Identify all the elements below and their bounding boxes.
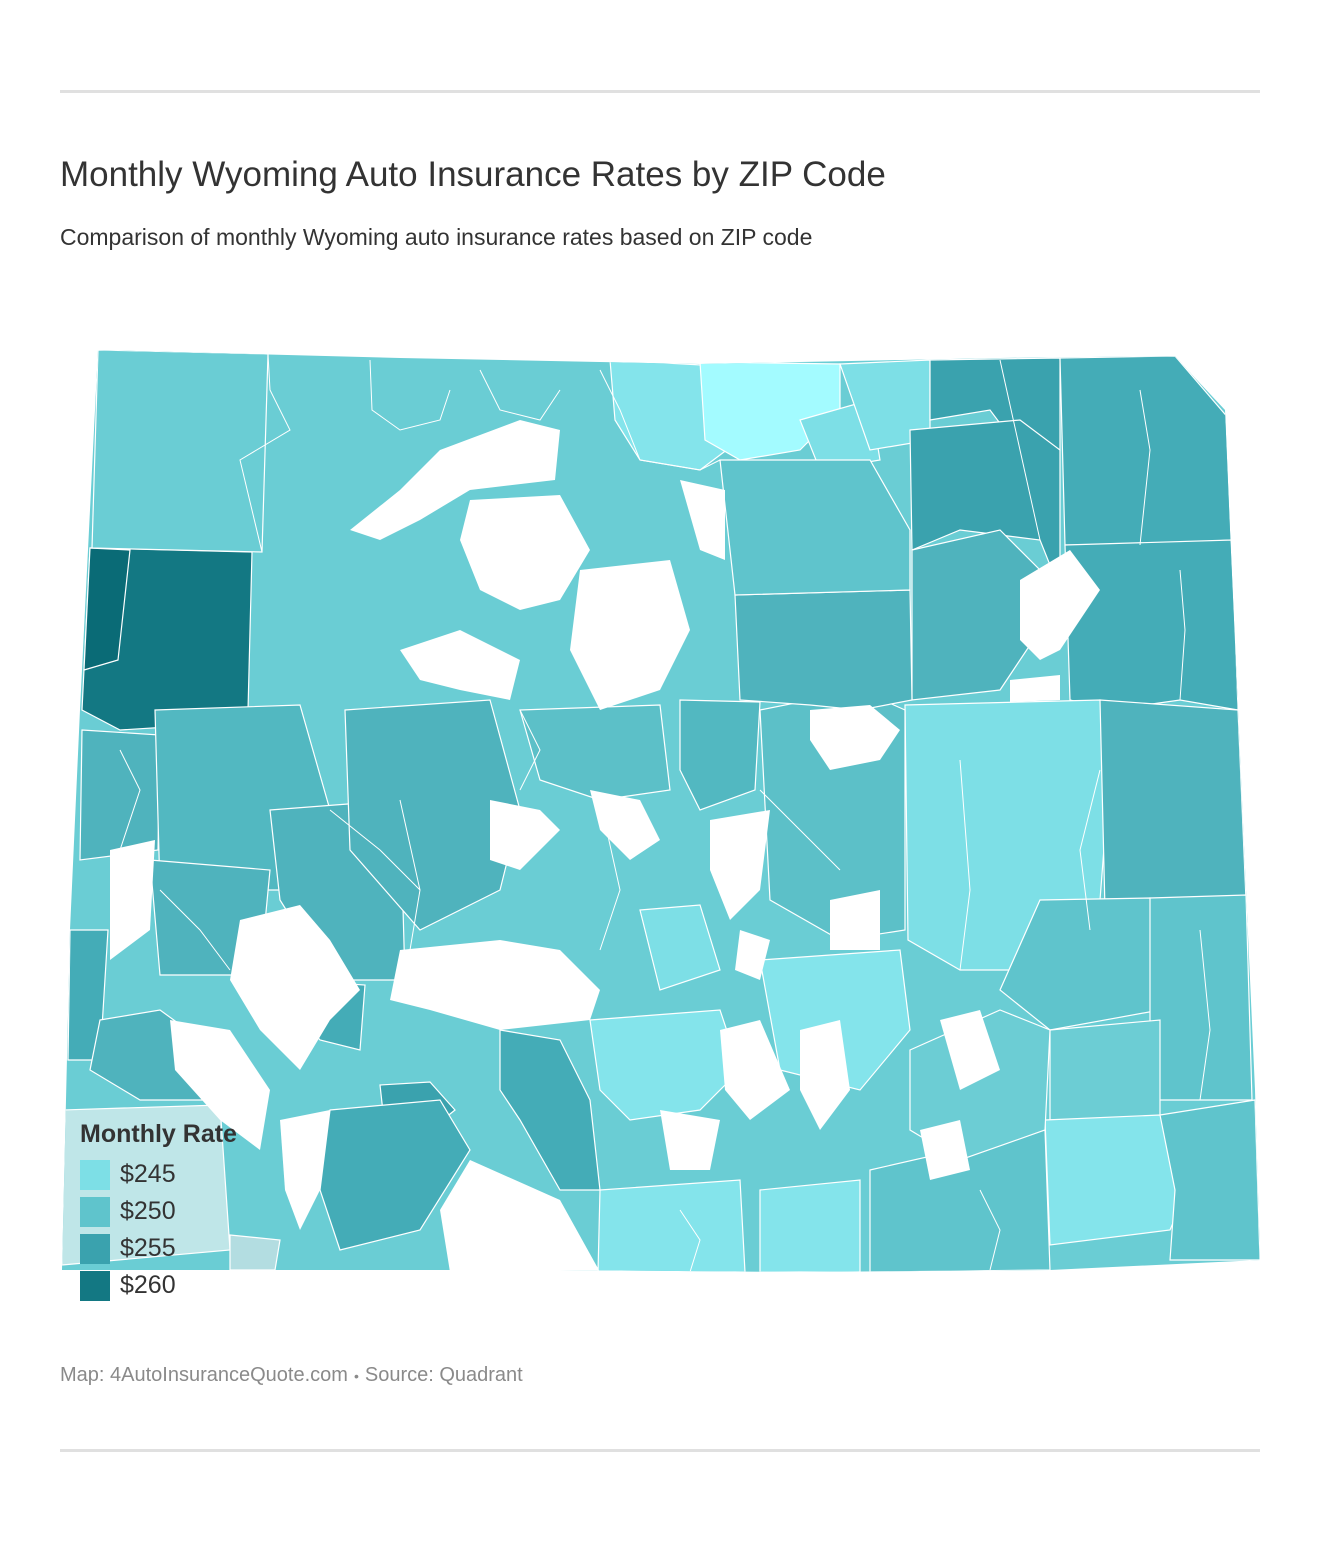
zip-region[interactable]: [597, 1179, 746, 1272]
zip-region[interactable]: [734, 589, 913, 711]
wyoming-zip-map[interactable]: [0, 330, 1320, 1290]
no-data-area: [280, 1110, 330, 1230]
source-credit: Source: Quadrant: [364, 1364, 523, 1386]
map-svg[interactable]: [0, 330, 1320, 1290]
no-data-area: [1010, 675, 1060, 702]
no-data-area: [230, 905, 360, 1070]
zip-region[interactable]: [1099, 699, 1247, 911]
no-data-area: [110, 840, 155, 960]
legend-title: Monthly Rate: [80, 1120, 237, 1148]
legend-item-250: $250: [80, 1193, 237, 1230]
no-data-area: [400, 630, 520, 700]
zip-region[interactable]: [91, 350, 269, 553]
no-data-area: [490, 800, 560, 870]
zip-region[interactable]: [909, 1009, 1051, 1161]
bottom-divider: [60, 1449, 1260, 1452]
no-data-area: [1020, 550, 1100, 660]
no-data-area: [390, 940, 600, 1030]
no-data-area: [830, 890, 880, 950]
zip-region[interactable]: [83, 547, 131, 671]
zip-region[interactable]: [519, 704, 671, 801]
no-data-area: [720, 1020, 790, 1120]
zip-region[interactable]: [1149, 894, 1253, 1101]
no-data-area: [460, 495, 590, 610]
no-data-area: [710, 810, 770, 920]
legend-label: $260: [120, 1271, 176, 1299]
zip-region[interactable]: [1059, 355, 1233, 546]
legend-label: $250: [120, 1197, 176, 1225]
zip-region[interactable]: [1049, 1019, 1161, 1121]
zip-region[interactable]: [499, 1029, 601, 1191]
legend-swatch: [80, 1159, 110, 1190]
zip-region[interactable]: [229, 1234, 281, 1271]
no-data-area: [940, 1010, 1000, 1090]
top-divider: [60, 90, 1260, 93]
legend-swatch: [80, 1233, 110, 1264]
no-data-area: [350, 420, 560, 540]
no-data-area: [570, 560, 690, 710]
legend-label: $255: [120, 1234, 176, 1262]
no-data-area: [440, 1160, 600, 1272]
zip-region[interactable]: [719, 459, 911, 596]
legend-item-245: $245: [80, 1156, 237, 1193]
zip-region[interactable]: [999, 897, 1161, 1031]
legend-swatch: [80, 1270, 110, 1301]
no-data-area: [735, 930, 770, 980]
page-subtitle: Comparison of monthly Wyoming auto insur…: [60, 224, 813, 250]
footer-separator: •: [353, 1368, 359, 1384]
zip-region[interactable]: [79, 729, 161, 861]
legend-item-255: $255: [80, 1230, 237, 1267]
no-data-area: [920, 1120, 970, 1180]
no-data-area: [800, 1020, 850, 1130]
footer-credits: Map: 4AutoInsuranceQuote.com • Source: Qua…: [60, 1364, 523, 1387]
zip-region[interactable]: [679, 699, 761, 811]
zip-region[interactable]: [589, 1009, 741, 1121]
legend-swatch: [80, 1196, 110, 1227]
legend-item-260: $260: [80, 1267, 237, 1304]
zip-region[interactable]: [1159, 1099, 1260, 1261]
zip-region[interactable]: [639, 904, 721, 991]
zip-region[interactable]: [344, 699, 521, 931]
zip-region[interactable]: [759, 1179, 861, 1272]
zip-region[interactable]: [1064, 539, 1239, 711]
map-credit: Map: 4AutoInsuranceQuote.com: [60, 1364, 348, 1386]
zip-borders: [119, 353, 1211, 1272]
no-data-area: [590, 790, 660, 860]
legend: Monthly Rate $245 $250 $255 $260: [80, 1118, 237, 1304]
legend-label: $245: [120, 1160, 176, 1188]
no-data-area: [170, 1020, 270, 1150]
page-title: Monthly Wyoming Auto Insurance Rates by …: [60, 155, 886, 194]
no-data-area: [680, 480, 725, 560]
zip-region[interactable]: [759, 949, 911, 1091]
no-data-area: [810, 705, 900, 770]
no-data-area: [660, 1110, 720, 1170]
